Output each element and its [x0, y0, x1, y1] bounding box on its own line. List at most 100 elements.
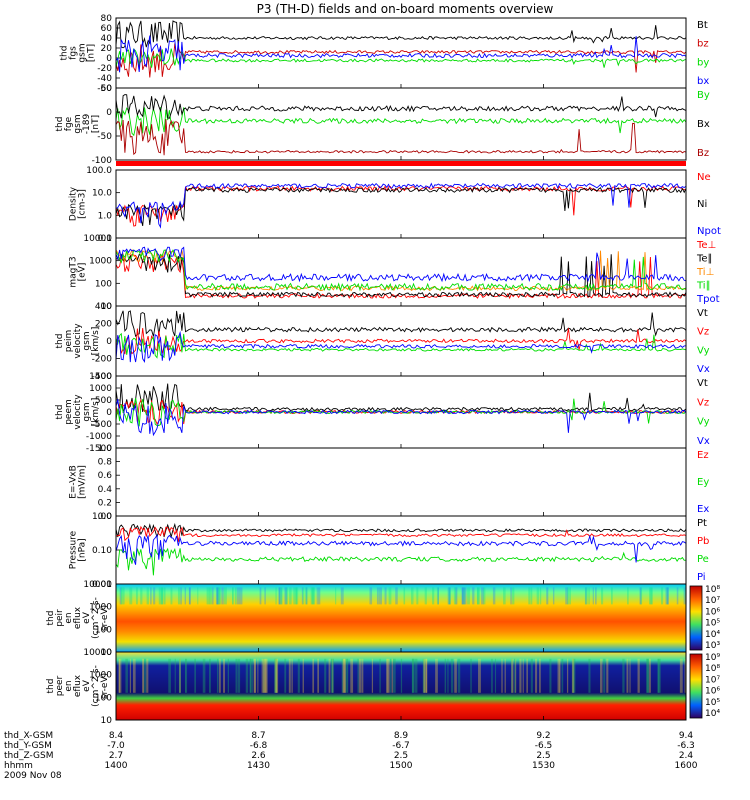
spectrogram-stripe — [235, 658, 238, 693]
spectrogram-stripe — [274, 658, 278, 693]
spectrogram-stripe — [667, 587, 669, 605]
ylabel-peem: thdpeemvelocitygsm[km/s] — [55, 394, 101, 430]
spectrogram-stripe — [503, 587, 506, 605]
ytick-label: 0 — [106, 337, 112, 347]
spectrogram-stripe — [297, 658, 300, 693]
spectrogram-stripe — [331, 658, 335, 693]
spectrogram-stripe — [331, 658, 334, 693]
spectrogram-stripe — [423, 658, 426, 693]
ytick-label: 60 — [101, 24, 113, 34]
spectrogram-stripe — [279, 587, 283, 605]
spectrogram-stripe — [572, 658, 574, 693]
spectrogram-stripe — [494, 658, 497, 693]
spectrogram-stripe — [263, 658, 267, 693]
ylabel-peim: thdpeimvelocitygsm[km/s] — [55, 323, 101, 359]
spectrogram-stripe — [572, 658, 576, 693]
ytick-label: 400 — [95, 302, 112, 312]
spectrogram-stripe — [476, 587, 479, 605]
spectrogram-stripe — [316, 587, 318, 605]
panel-frame — [115, 169, 687, 239]
spectrogram-stripe — [185, 658, 188, 693]
ylabel-line: gsm — [82, 331, 92, 350]
footer-value: 8.7 — [251, 731, 265, 741]
spectrogram-stripe — [683, 587, 687, 605]
spectrogram-stripe — [357, 658, 359, 693]
spectrogram-stripe — [223, 658, 226, 693]
ytick-label: 50 — [101, 84, 113, 94]
legend-Ey: Ey — [697, 477, 709, 488]
spectrogram-stripe — [626, 658, 629, 693]
spectrogram-stripe — [295, 587, 297, 605]
ytick-label: -20 — [97, 64, 112, 74]
spectrogram-stripe — [571, 658, 575, 693]
spectrogram-stripe — [344, 658, 348, 693]
spectrogram-stripe — [250, 658, 253, 693]
spectrogram-stripe — [472, 587, 475, 605]
spectrogram-stripe — [146, 658, 149, 693]
spectrogram-stripe — [627, 587, 629, 605]
spectrogram-stripe — [514, 658, 516, 693]
ytick-label: 0.10 — [92, 546, 112, 556]
spectrogram-stripe — [603, 658, 606, 693]
spectrogram-stripe — [216, 587, 219, 605]
ylabel-line: [mV/m] — [78, 465, 88, 499]
ytick-label: 10 — [101, 716, 113, 726]
spectrogram-stripe — [436, 587, 439, 605]
ylabel-line: eV — [82, 679, 92, 692]
legend-Vz: Vz — [697, 327, 709, 338]
legend-Bt: Bt — [697, 20, 708, 31]
spectrogram-stripe — [143, 658, 147, 693]
spectrogram-stripe — [188, 587, 191, 605]
ylabel-fgs: thdfgsgsm[nT] — [60, 43, 97, 62]
spectrogram-stripe — [519, 658, 522, 693]
spectrogram-stripe — [391, 658, 394, 693]
ylabel-line: velocity — [73, 323, 83, 359]
spectrogram-stripe — [361, 658, 364, 693]
spectrogram-stripe — [275, 658, 279, 693]
spectrogram-stripe — [606, 658, 609, 693]
series-line-Ni — [115, 186, 687, 227]
ylabel-line: thd — [46, 679, 56, 694]
spectrogram-stripe — [491, 658, 493, 693]
spectrogram-stripe — [180, 587, 182, 605]
ylabel-line: [km/s] — [91, 398, 101, 427]
spectrogram-stripe — [588, 587, 590, 605]
spectrogram-stripe — [666, 587, 669, 605]
spectrogram-stripe — [274, 658, 278, 693]
spectrogram-stripe — [121, 587, 124, 605]
spectrogram-stripe — [168, 658, 171, 693]
spectrogram-stripe — [259, 587, 262, 605]
ytick-label: 0.2 — [98, 498, 112, 508]
legend-Ni: Ni — [697, 199, 707, 210]
ylabel-line: peim — [64, 330, 74, 353]
spectrogram-stripe — [400, 658, 403, 693]
footer-value: 9.4 — [679, 731, 694, 741]
spectrogram-stripe — [416, 587, 419, 605]
spectrogram-stripe — [264, 658, 268, 693]
spectrogram-stripe — [340, 587, 344, 605]
ylabel-line: thd — [60, 46, 70, 61]
series-line-Pb — [115, 525, 687, 543]
legend-Npot: Npot — [697, 226, 721, 237]
spectrogram-stripe — [301, 587, 303, 605]
spectrogram-stripe — [528, 587, 531, 605]
ylabel-line: thd — [55, 405, 65, 420]
panel-fge: thdfgegsm-189[nT] 50 0 -50 -100 By Bx Bz — [55, 84, 710, 166]
ylabel-line: gsm — [78, 43, 88, 62]
spectrogram-stripe — [526, 658, 528, 693]
spectrogram-stripe — [539, 658, 541, 693]
spectrogram-stripe — [462, 587, 466, 605]
spectrogram-stripe — [369, 587, 373, 605]
spectrogram-stripe — [610, 587, 613, 605]
spectrogram-stripe — [470, 658, 472, 693]
spectrogram-stripe — [284, 587, 287, 605]
spectrogram-stripe — [254, 658, 256, 693]
series-line-by — [115, 48, 687, 68]
spectrogram-stripe — [403, 587, 406, 605]
spectrogram-stripe — [189, 587, 191, 605]
spectrogram-stripe — [547, 587, 549, 605]
ytick-label: 0.4 — [98, 485, 113, 495]
colorbar-label: 10⁷ — [705, 596, 720, 606]
spectrogram-stripe — [455, 587, 458, 605]
panel-peer: thdpeerenefluxeV(cm^2-s-sr-eV) 10000 1000 1… — [46, 648, 720, 726]
